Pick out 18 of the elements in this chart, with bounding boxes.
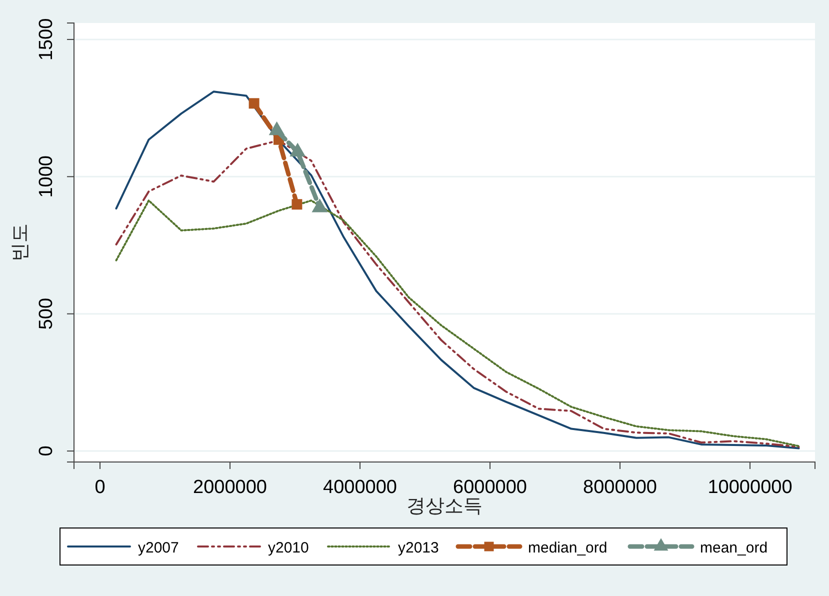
x-tick-label: 2000000 — [193, 476, 267, 498]
y-tick-label: 1000 — [36, 156, 57, 198]
x-tick-label: 6000000 — [453, 476, 527, 498]
x-tick-label: 0 — [94, 476, 106, 498]
legend-label: y2007 — [138, 540, 179, 556]
line-series — [115, 200, 800, 448]
y-tick-label: 0 — [36, 446, 57, 456]
legend-label: median_ord — [528, 540, 608, 556]
x-tick-label: 10000000 — [708, 476, 792, 498]
x-tick-label: 4000000 — [323, 476, 397, 498]
y-axis-title: 빈도 — [10, 224, 31, 262]
legend-label: y2013 — [398, 540, 439, 556]
y-tick-label: 1500 — [36, 18, 57, 61]
legend-label: mean_ord — [700, 540, 768, 556]
legend-label: y2010 — [268, 540, 309, 556]
x-tick-label: 8000000 — [583, 476, 657, 498]
y-tick-label: 500 — [36, 298, 57, 330]
x-axis-title: 경상소득 — [406, 496, 482, 517]
